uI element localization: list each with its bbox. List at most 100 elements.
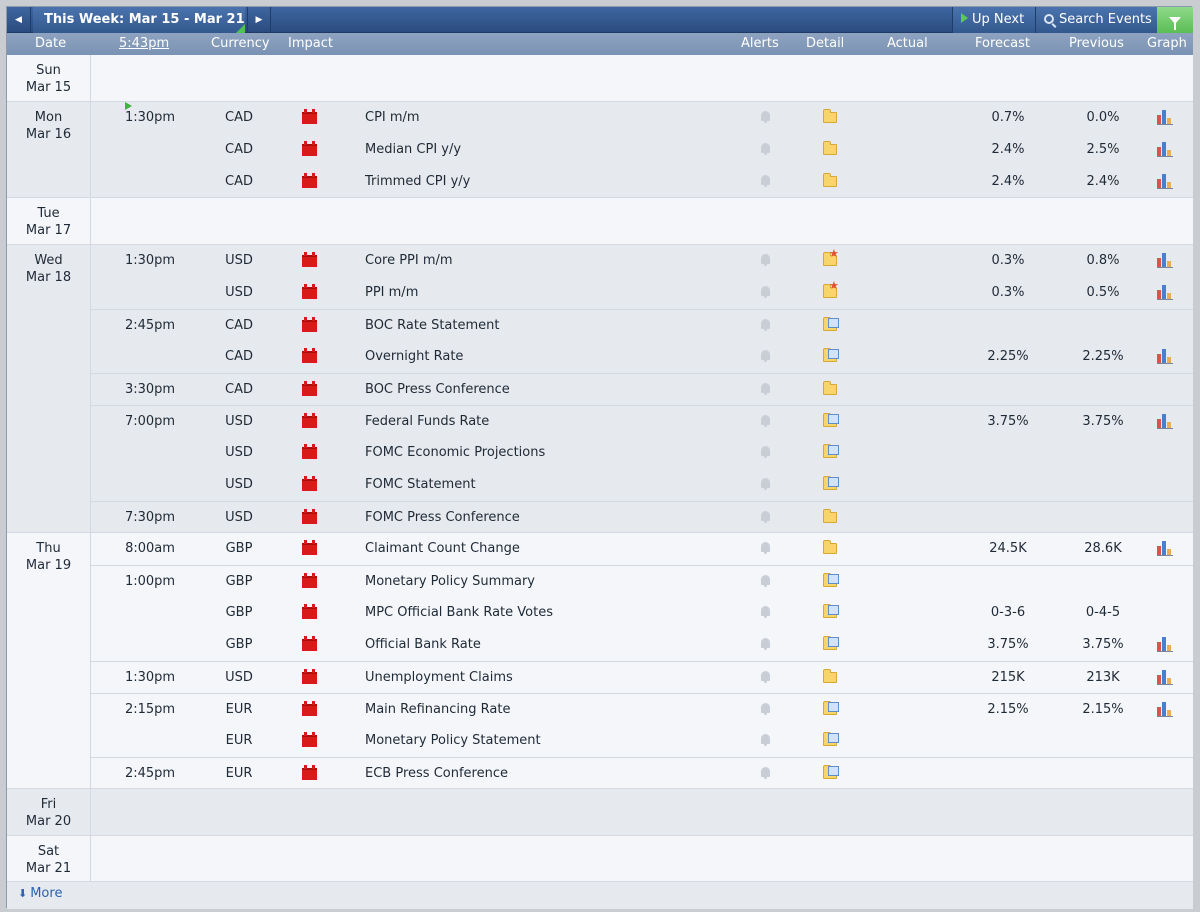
event-previous[interactable]: 3.75% [1082, 414, 1124, 429]
event-name[interactable]: FOMC Statement [365, 477, 476, 492]
week-title[interactable]: This Week: Mar 15 - Mar 21 [33, 7, 245, 33]
event-name[interactable]: PPI m/m [365, 285, 419, 300]
event-row[interactable]: USD PPI m/m 0.3% 0.5% [91, 277, 1193, 309]
detail-folder-icon[interactable] [823, 173, 837, 187]
alert-bell-icon[interactable] [761, 319, 770, 331]
bar-chart-icon[interactable] [1157, 637, 1173, 652]
alert-bell-icon[interactable] [761, 542, 770, 554]
high-impact-icon[interactable] [302, 732, 317, 747]
alert-bell-icon[interactable] [761, 638, 770, 650]
bar-chart-icon[interactable] [1157, 110, 1173, 125]
alert-bell-icon[interactable] [761, 415, 770, 427]
high-impact-icon[interactable] [302, 284, 317, 299]
detail-folder-document-icon[interactable] [823, 732, 839, 746]
high-impact-icon[interactable] [302, 604, 317, 619]
event-row[interactable]: 8:00am GBP Claimant Count Change 24.5K 28.6K [91, 533, 1193, 565]
event-row[interactable]: 1:30pm USD Core PPI m/m 0.3% 0.8% [91, 245, 1193, 277]
detail-folder-icon[interactable] [823, 509, 837, 523]
detail-folder-document-icon[interactable] [823, 701, 839, 715]
detail-folder-document-icon[interactable] [823, 604, 839, 618]
event-name[interactable]: MPC Official Bank Rate Votes [365, 605, 553, 620]
event-name[interactable]: Claimant Count Change [365, 541, 520, 556]
high-impact-icon[interactable] [302, 636, 317, 651]
event-row[interactable]: GBP Official Bank Rate 3.75% 3.75% [91, 629, 1193, 661]
alert-bell-icon[interactable] [761, 350, 770, 362]
header-time-link[interactable]: 5:43pm [119, 36, 170, 51]
event-row[interactable]: 2:15pm EUR Main Refinancing Rate 2.15% 2.15% [91, 693, 1193, 725]
alert-bell-icon[interactable] [761, 767, 770, 779]
event-previous[interactable]: 0-4-5 [1085, 605, 1121, 620]
detail-folder-document-icon[interactable] [823, 636, 839, 650]
alert-bell-icon[interactable] [761, 671, 770, 683]
bar-chart-icon[interactable] [1157, 174, 1173, 189]
high-impact-icon[interactable] [302, 317, 317, 332]
event-name[interactable]: Main Refinancing Rate [365, 702, 511, 717]
event-previous[interactable]: 2.5% [1086, 142, 1120, 157]
up-next-button[interactable]: Up Next [952, 7, 1035, 33]
high-impact-icon[interactable] [302, 669, 317, 684]
event-row[interactable]: 1:30pm USD Unemployment Claims 215K 213K [91, 661, 1193, 693]
next-week-button[interactable]: ▶ [247, 7, 271, 33]
detail-folder-document-icon[interactable] [823, 348, 839, 362]
alert-bell-icon[interactable] [761, 703, 770, 715]
detail-folder-icon[interactable] [823, 540, 837, 554]
detail-folder-document-icon[interactable] [823, 573, 839, 587]
event-row[interactable]: 1:30pm CAD CPI m/m 0.7% 0.0% [91, 102, 1193, 134]
event-name[interactable]: Overnight Rate [365, 349, 464, 364]
bar-chart-icon[interactable] [1157, 541, 1173, 556]
event-row[interactable]: 7:30pm USD FOMC Press Conference [91, 501, 1193, 533]
high-impact-icon[interactable] [302, 381, 317, 396]
event-row[interactable]: USD FOMC Statement [91, 469, 1193, 501]
event-previous[interactable]: 213K [1086, 670, 1120, 685]
event-name[interactable]: BOC Press Conference [365, 382, 510, 397]
event-previous[interactable]: 0.8% [1086, 253, 1120, 268]
bar-chart-icon[interactable] [1157, 142, 1173, 157]
event-name[interactable]: Monetary Policy Statement [365, 733, 541, 748]
high-impact-icon[interactable] [302, 413, 317, 428]
event-row[interactable]: CAD Median CPI y/y 2.4% 2.5% [91, 134, 1193, 166]
detail-folder-document-icon[interactable] [823, 444, 839, 458]
detail-folder-document-icon[interactable] [823, 476, 839, 490]
bar-chart-icon[interactable] [1157, 414, 1173, 429]
bar-chart-icon[interactable] [1157, 285, 1173, 300]
event-name[interactable]: Unemployment Claims [365, 670, 513, 685]
detail-folder-star-icon[interactable] [823, 248, 839, 266]
alert-bell-icon[interactable] [761, 511, 770, 523]
alert-bell-icon[interactable] [761, 111, 770, 123]
event-row[interactable]: EUR Monetary Policy Statement [91, 725, 1193, 757]
event-row[interactable]: 2:45pm CAD BOC Rate Statement [91, 309, 1193, 341]
event-row[interactable]: USD FOMC Economic Projections [91, 437, 1193, 469]
event-name[interactable]: BOC Rate Statement [365, 318, 500, 333]
bar-chart-icon[interactable] [1157, 349, 1173, 364]
event-previous[interactable]: 0.5% [1086, 285, 1120, 300]
event-name[interactable]: Monetary Policy Summary [365, 574, 535, 589]
event-name[interactable]: FOMC Economic Projections [365, 445, 546, 460]
alert-bell-icon[interactable] [761, 383, 770, 395]
alert-bell-icon[interactable] [761, 286, 770, 298]
bar-chart-icon[interactable] [1157, 253, 1173, 268]
search-events-button[interactable]: Search Events [1035, 7, 1157, 33]
event-name[interactable]: ECB Press Conference [365, 766, 508, 781]
event-row[interactable]: CAD Trimmed CPI y/y 2.4% 2.4% [91, 166, 1193, 198]
high-impact-icon[interactable] [302, 509, 317, 524]
detail-folder-icon[interactable] [823, 109, 837, 123]
event-previous[interactable]: 3.75% [1082, 637, 1124, 652]
bar-chart-icon[interactable] [1157, 670, 1173, 685]
alert-bell-icon[interactable] [761, 575, 770, 587]
high-impact-icon[interactable] [302, 109, 317, 124]
more-link[interactable]: ⬇ More [18, 882, 62, 906]
event-previous[interactable]: 2.15% [1082, 702, 1124, 717]
event-previous[interactable]: 2.4% [1086, 174, 1120, 189]
high-impact-icon[interactable] [302, 765, 317, 780]
alert-bell-icon[interactable] [761, 446, 770, 458]
detail-folder-document-icon[interactable] [823, 413, 839, 427]
detail-folder-star-icon[interactable] [823, 280, 839, 298]
event-row[interactable]: 1:00pm GBP Monetary Policy Summary [91, 565, 1193, 597]
detail-folder-icon[interactable] [823, 141, 837, 155]
detail-folder-document-icon[interactable] [823, 765, 839, 779]
filter-button[interactable] [1157, 7, 1193, 33]
detail-folder-icon[interactable] [823, 381, 837, 395]
event-name[interactable]: Trimmed CPI y/y [365, 174, 471, 189]
high-impact-icon[interactable] [302, 476, 317, 491]
high-impact-icon[interactable] [302, 573, 317, 588]
